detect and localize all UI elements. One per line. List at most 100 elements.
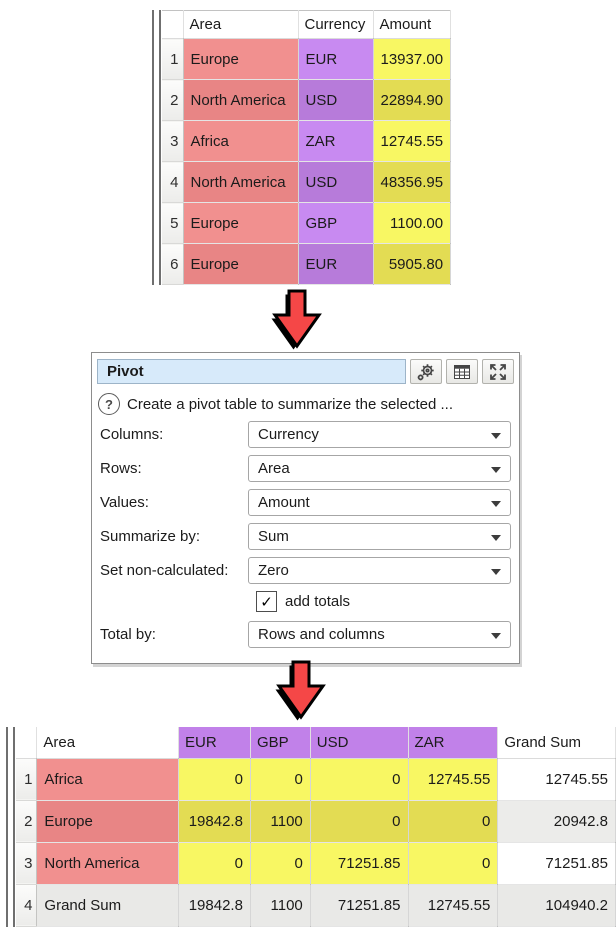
cell-currency[interactable]: USD	[298, 79, 374, 121]
row-number[interactable]: 3	[15, 842, 38, 885]
help-text: Create a pivot table to summarize the se…	[127, 395, 453, 413]
cell-gbp[interactable]: 1100	[250, 800, 311, 843]
dialog-title: Pivot	[97, 359, 406, 384]
cell-area[interactable]: North America	[183, 79, 299, 121]
cell-currency[interactable]: EUR	[298, 243, 374, 285]
cell-currency[interactable]: EUR	[298, 38, 374, 80]
table-row: 6 Europe EUR 5905.80	[162, 243, 452, 285]
column-header-grand-sum[interactable]: Grand Sum	[497, 727, 616, 759]
cell-gbp[interactable]: 0	[250, 842, 311, 885]
fullscreen-button[interactable]	[482, 359, 514, 384]
field-label: Set non-calculated:	[100, 562, 229, 579]
add-totals-checkbox[interactable]: ✓	[256, 591, 277, 612]
field-summarize-by: Summarize by: Sum	[100, 523, 511, 550]
table-row: 5 Europe GBP 1100.00	[162, 202, 452, 244]
question-mark-icon[interactable]: ?	[98, 393, 120, 415]
cell-area[interactable]: Africa	[36, 758, 179, 801]
table-view-button[interactable]	[446, 359, 478, 384]
source-table-panel: Area Currency Amount 1 Europe EUR 13937.…	[152, 10, 452, 285]
values-dropdown[interactable]: Amount	[248, 489, 511, 516]
down-arrow-icon	[275, 660, 326, 721]
row-number[interactable]: 4	[162, 161, 184, 203]
result-table-panel: Area EUR GBP USD ZAR Grand Sum 1 Africa …	[6, 727, 616, 927]
dialog-titlebar: Pivot	[92, 357, 519, 388]
cell-amount[interactable]: 1100.00	[373, 202, 452, 244]
summarize-by-dropdown[interactable]: Sum	[248, 523, 511, 550]
cell-eur[interactable]: 19842.8	[178, 884, 251, 927]
chevron-down-icon	[491, 433, 501, 439]
field-values: Values: Amount	[100, 489, 511, 516]
cell-zar[interactable]: 12745.55	[408, 884, 499, 927]
cell-zar[interactable]: 0	[408, 842, 499, 885]
cell-eur[interactable]: 19842.8	[178, 800, 251, 843]
dropdown-value: Currency	[258, 426, 319, 443]
total-by-dropdown[interactable]: Rows and columns	[248, 621, 511, 648]
cell-amount[interactable]: 22894.90	[373, 79, 452, 121]
corner-header-cell[interactable]	[15, 727, 38, 759]
dropdown-value: Rows and columns	[258, 626, 385, 643]
cell-area[interactable]: Europe	[183, 38, 299, 80]
checkbox-label: add totals	[285, 593, 351, 610]
cell-amount[interactable]: 13937.00	[373, 38, 452, 80]
cell-gbp[interactable]: 1100	[250, 884, 311, 927]
field-label: Total by:	[100, 626, 156, 643]
cell-area[interactable]: North America	[36, 842, 179, 885]
columns-dropdown[interactable]: Currency	[248, 421, 511, 448]
pivot-form: Columns: Currency Rows: Area Values: Amo…	[92, 419, 519, 648]
row-number[interactable]: 4	[15, 884, 38, 927]
cell-usd[interactable]: 0	[310, 800, 409, 843]
cell-amount[interactable]: 48356.95	[373, 161, 452, 203]
cell-amount[interactable]: 5905.80	[373, 243, 452, 285]
row-number[interactable]: 2	[15, 800, 38, 843]
cell-grand-sum[interactable]: 20942.8	[497, 800, 616, 843]
cell-grand-sum[interactable]: 71251.85	[497, 842, 616, 885]
cell-usd[interactable]: 0	[310, 758, 409, 801]
column-header-area[interactable]: Area	[183, 10, 299, 39]
column-header-eur[interactable]: EUR	[178, 727, 251, 759]
cell-usd[interactable]: 71251.85	[310, 842, 409, 885]
row-number[interactable]: 1	[162, 38, 184, 80]
rows-dropdown[interactable]: Area	[248, 455, 511, 482]
row-number[interactable]: 5	[162, 202, 184, 244]
column-header-zar[interactable]: ZAR	[408, 727, 499, 759]
source-header-row: Area Currency Amount	[162, 10, 452, 39]
cell-area[interactable]: Europe	[183, 202, 299, 244]
cell-zar[interactable]: 0	[408, 800, 499, 843]
cell-usd[interactable]: 71251.85	[310, 884, 409, 927]
column-header-amount[interactable]: Amount	[373, 10, 452, 39]
row-number[interactable]: 6	[162, 243, 184, 285]
expand-icon	[490, 363, 506, 380]
cell-currency[interactable]: ZAR	[298, 120, 374, 162]
column-header-area[interactable]: Area	[36, 727, 179, 759]
cell-eur[interactable]: 0	[178, 758, 251, 801]
table-row: 1 Europe EUR 13937.00	[162, 38, 452, 80]
row-number[interactable]: 1	[15, 758, 38, 801]
cell-eur[interactable]: 0	[178, 842, 251, 885]
cell-grand-sum[interactable]: 104940.2	[497, 884, 616, 927]
column-header-gbp[interactable]: GBP	[250, 727, 311, 759]
field-label: Summarize by:	[100, 528, 201, 545]
add-totals-row: ✓ add totals	[256, 591, 511, 612]
result-header-row: Area EUR GBP USD ZAR Grand Sum	[15, 727, 616, 759]
row-number[interactable]: 2	[162, 79, 184, 121]
column-header-currency[interactable]: Currency	[298, 10, 374, 39]
cell-grand-sum[interactable]: 12745.55	[497, 758, 616, 801]
field-rows: Rows: Area	[100, 455, 511, 482]
cell-area[interactable]: Grand Sum	[36, 884, 179, 927]
corner-header-cell[interactable]	[162, 10, 184, 39]
cell-area[interactable]: Europe	[183, 243, 299, 285]
column-header-usd[interactable]: USD	[310, 727, 409, 759]
dropdown-value: Amount	[258, 494, 310, 511]
settings-button[interactable]	[410, 359, 442, 384]
cell-currency[interactable]: USD	[298, 161, 374, 203]
cell-area[interactable]: North America	[183, 161, 299, 203]
cell-area[interactable]: Europe	[36, 800, 179, 843]
cell-currency[interactable]: GBP	[298, 202, 374, 244]
table-row: 2 North America USD 22894.90	[162, 79, 452, 121]
cell-gbp[interactable]: 0	[250, 758, 311, 801]
cell-amount[interactable]: 12745.55	[373, 120, 452, 162]
cell-zar[interactable]: 12745.55	[408, 758, 499, 801]
row-number[interactable]: 3	[162, 120, 184, 162]
set-non-calculated-dropdown[interactable]: Zero	[248, 557, 511, 584]
cell-area[interactable]: Africa	[183, 120, 299, 162]
